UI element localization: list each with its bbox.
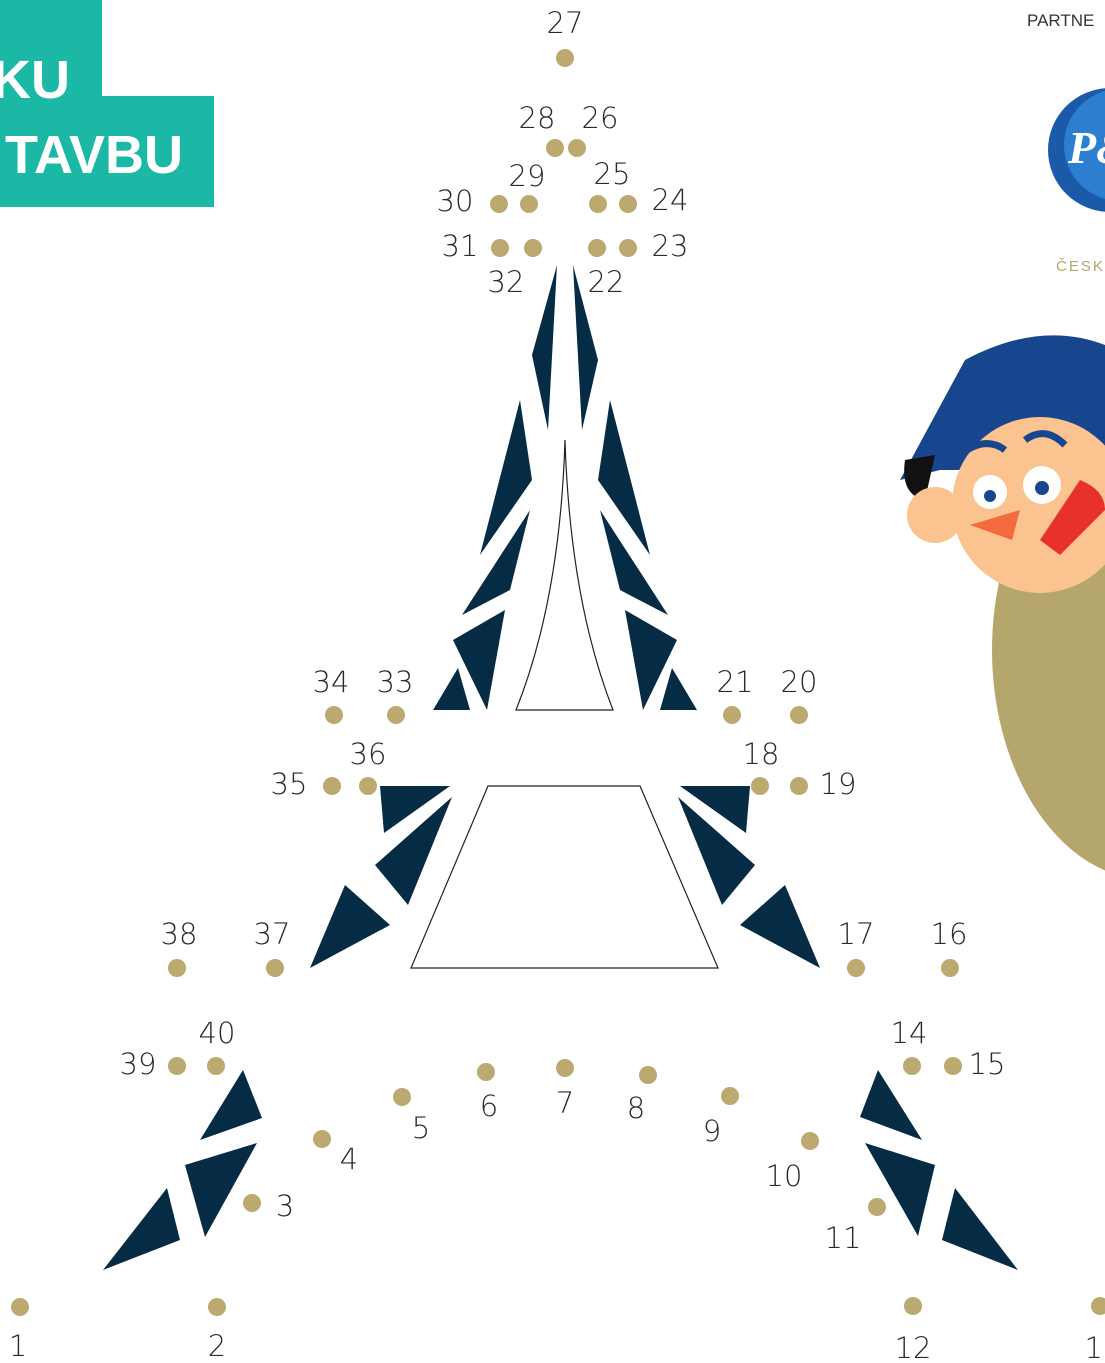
dot (313, 1130, 331, 1148)
partner-caption: ČESK (1056, 258, 1105, 275)
dot-number: 9 (703, 1114, 721, 1148)
dot (168, 1057, 186, 1075)
dot-number: 4 (340, 1142, 358, 1176)
dot-number: 33 (377, 665, 414, 699)
dot (491, 239, 509, 257)
dot (325, 706, 343, 724)
dot-number: 5 (412, 1111, 430, 1145)
dot (568, 139, 586, 157)
dot (790, 777, 808, 795)
dot (207, 1057, 225, 1075)
dot-number: 7 (556, 1086, 574, 1120)
dot (266, 959, 284, 977)
character (900, 335, 1105, 880)
dot-number: 31 (442, 229, 479, 263)
dot-number: 29 (509, 159, 546, 193)
dot (619, 195, 637, 213)
dot-number: 13 (1085, 1331, 1105, 1363)
dot-number: 15 (969, 1047, 1006, 1081)
dot (243, 1194, 261, 1212)
dot (208, 1298, 226, 1316)
dot (589, 195, 607, 213)
dot-number: 6 (480, 1089, 498, 1123)
dot-number: 28 (519, 101, 556, 135)
dot-number: 30 (437, 184, 474, 218)
dot (721, 1087, 739, 1105)
dot-number: 21 (717, 665, 754, 699)
dot-number: 11 (825, 1221, 862, 1255)
dot (387, 706, 405, 724)
dots: 1234567891011121314151617181920212223242… (9, 6, 1105, 1363)
dot-number: 25 (594, 157, 631, 191)
dot (751, 777, 769, 795)
dot (11, 1298, 29, 1316)
dot (1091, 1297, 1105, 1315)
dot (941, 959, 959, 977)
dot-number: 24 (652, 183, 689, 217)
dot-number: 2 (208, 1329, 226, 1363)
dot-number: 12 (895, 1331, 932, 1363)
dot-number: 3 (276, 1189, 294, 1223)
dot (546, 139, 564, 157)
dot (556, 1059, 574, 1077)
dot-number: 35 (271, 767, 308, 801)
dot (490, 195, 508, 213)
dot (477, 1063, 495, 1081)
dot-number: 34 (313, 665, 350, 699)
dot-number: 10 (766, 1159, 803, 1193)
dot-number: 14 (891, 1016, 928, 1050)
dot-number: 17 (838, 917, 875, 951)
dot-number: 36 (350, 737, 387, 771)
dot-number: 8 (627, 1091, 645, 1125)
dot-number: 27 (547, 6, 584, 40)
dot-number: 19 (820, 767, 857, 801)
partner-label: PARTNE (1027, 11, 1094, 30)
dot-number: 32 (488, 265, 525, 299)
dot (903, 1057, 921, 1075)
dot-number: 1 (9, 1329, 27, 1363)
dot (847, 959, 865, 977)
dot (168, 959, 186, 977)
dot (904, 1297, 922, 1315)
dot (393, 1088, 411, 1106)
dot (790, 706, 808, 724)
dot-number: 39 (120, 1047, 157, 1081)
dot (520, 195, 538, 213)
activity-page: KU TAVBU PARTNE P& ČESK (0, 0, 1105, 1363)
dot-number: 22 (588, 265, 625, 299)
dot-number: 26 (582, 101, 619, 135)
dot (359, 777, 377, 795)
dot (619, 239, 637, 257)
partner-logo-text: P& (1067, 122, 1105, 173)
dot (524, 239, 542, 257)
dot-number: 37 (254, 917, 291, 951)
dot (639, 1066, 657, 1084)
banner-line: KU (0, 50, 70, 110)
dot (801, 1132, 819, 1150)
dot-number: 16 (931, 917, 968, 951)
dot (868, 1198, 886, 1216)
dot (556, 49, 574, 67)
dot (723, 706, 741, 724)
dot (944, 1057, 962, 1075)
dot-number: 18 (743, 737, 780, 771)
banner-line: TAVBU (5, 125, 183, 185)
dot-number: 23 (652, 229, 689, 263)
dot-number: 40 (199, 1016, 236, 1050)
dot-number: 20 (781, 665, 818, 699)
dot (588, 239, 606, 257)
dot-number: 38 (161, 917, 198, 951)
dot (323, 777, 341, 795)
